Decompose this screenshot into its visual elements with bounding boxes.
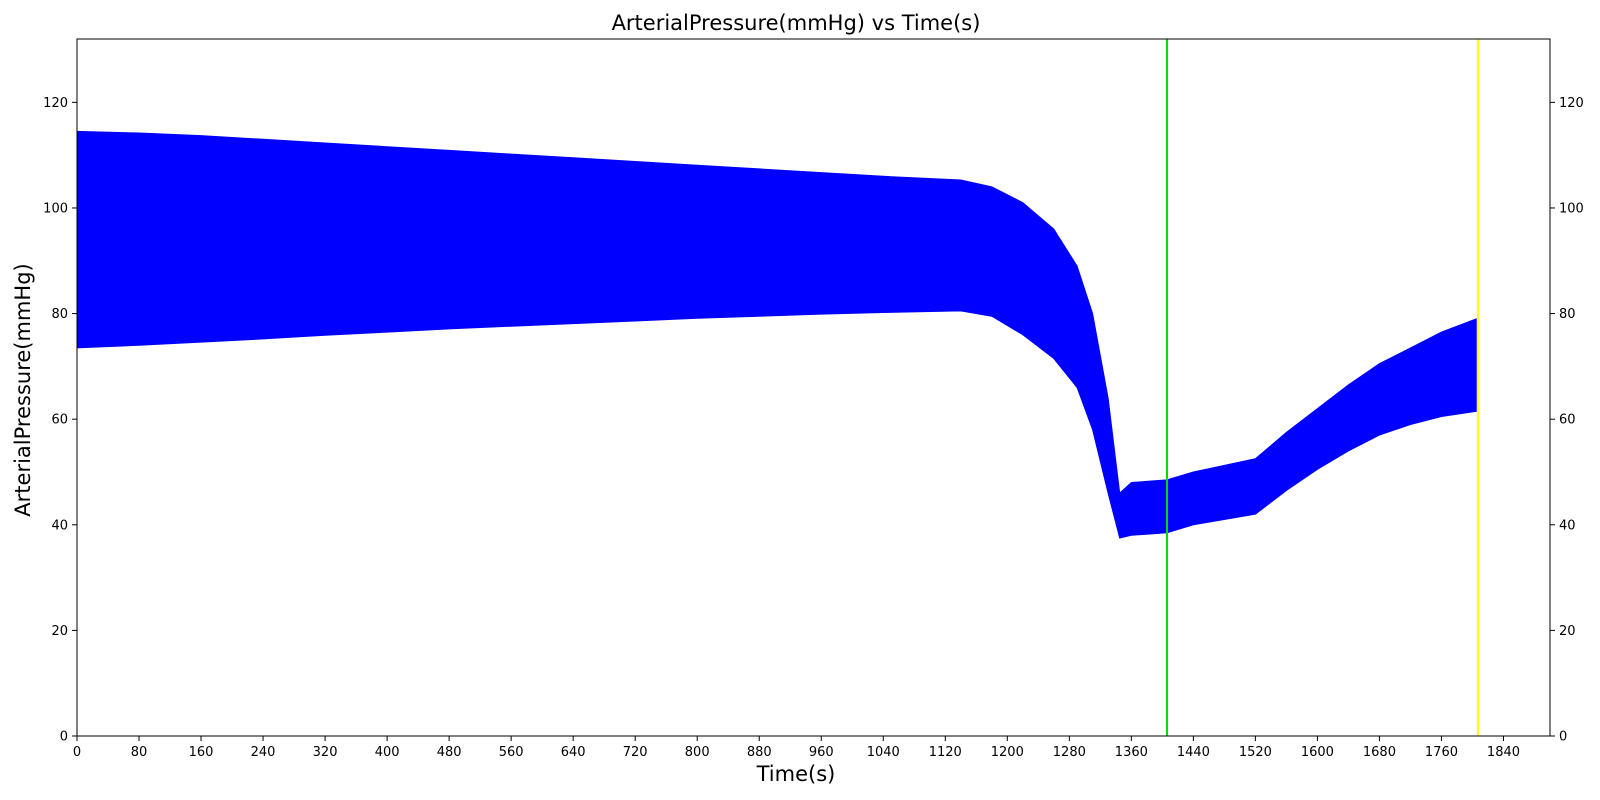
x-tick-label: 1200 <box>991 745 1024 760</box>
chart-title: ArterialPressure(mmHg) vs Time(s) <box>612 11 981 35</box>
y-tick-label: 0 <box>60 730 68 745</box>
y-right-tick-label: 0 <box>1559 730 1567 745</box>
x-tick-label: 400 <box>375 745 400 760</box>
x-tick-label: 1840 <box>1487 745 1520 760</box>
y-tick-label: 20 <box>51 624 68 639</box>
x-tick-label: 1680 <box>1363 745 1396 760</box>
x-tick-label: 240 <box>251 745 276 760</box>
y-tick-label: 100 <box>43 201 68 216</box>
y-axis-title: ArterialPressure(mmHg) <box>11 263 35 516</box>
x-tick-label: 560 <box>499 745 524 760</box>
y-right-tick-label: 80 <box>1559 307 1576 322</box>
axes: 0 80 160 240 320 400 480 560 640 720 800 880 960 1040… <box>43 38 1584 760</box>
y-tick-label: 40 <box>51 518 68 533</box>
x-tick-label: 1280 <box>1053 745 1086 760</box>
x-tick-label: 1520 <box>1239 745 1272 760</box>
x-tick-label: 1120 <box>929 745 962 760</box>
y-right-tick-label: 40 <box>1559 518 1576 533</box>
x-tick-label: 1040 <box>867 745 900 760</box>
y-tick-label: 120 <box>43 96 68 111</box>
y-right-tick-label: 20 <box>1559 624 1576 639</box>
x-tick-label: 1600 <box>1301 745 1334 760</box>
x-tick-label: 720 <box>623 745 648 760</box>
y-tick-label: 80 <box>51 307 68 322</box>
series-band-0 <box>76 130 1477 539</box>
x-tick-label: 320 <box>313 745 338 760</box>
y-right-tick-label: 120 <box>1559 96 1584 111</box>
x-axis-title: Time(s) <box>756 762 836 786</box>
x-tick-label: 1440 <box>1177 745 1210 760</box>
x-tick-label: 1760 <box>1425 745 1458 760</box>
x-tick-label: 80 <box>131 745 148 760</box>
x-tick-label: 0 <box>73 745 81 760</box>
x-tick-label: 960 <box>809 745 834 760</box>
x-tick-label: 880 <box>747 745 772 760</box>
x-tick-label: 160 <box>189 745 214 760</box>
y-right-tick-label: 60 <box>1559 413 1576 428</box>
y-right-tick-label: 100 <box>1559 201 1584 216</box>
plot-frame <box>76 38 1551 737</box>
x-tick-label: 480 <box>437 745 462 760</box>
plot-area <box>76 39 1479 736</box>
x-tick-label: 1360 <box>1115 745 1148 760</box>
y-tick-label: 60 <box>51 413 68 428</box>
x-tick-label: 640 <box>561 745 586 760</box>
x-tick-label: 800 <box>685 745 710 760</box>
